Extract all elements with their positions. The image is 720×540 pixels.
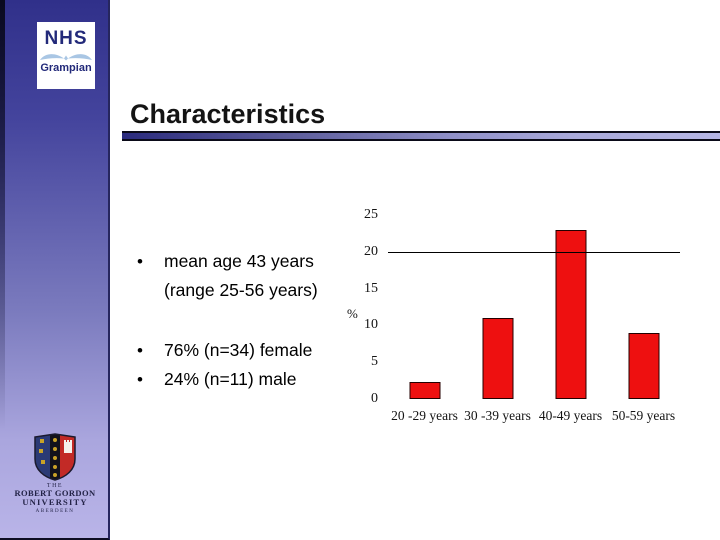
x-axis-label: 30 -39 years	[464, 408, 531, 423]
nhs-region-text: Grampian	[40, 62, 92, 74]
bar-slot	[607, 215, 680, 399]
title-underline-rule	[122, 131, 720, 141]
nhs-grampian-logo: NHS Grampian	[37, 22, 95, 89]
y-axis-label: %	[347, 306, 358, 321]
rgu-name-text: ROBERT GORDON	[14, 488, 96, 498]
reference-gridline	[388, 252, 680, 253]
bullet-list: • mean age 43 years (range 25-56 years) • 76…	[137, 247, 362, 394]
y-axis-tick: 15	[364, 280, 378, 296]
bar	[555, 230, 586, 399]
bar-slot	[461, 215, 534, 399]
bullet-line: 24% (n=11) male	[164, 369, 297, 389]
sidebar-decoration: NHS Grampian	[0, 0, 110, 540]
bar-slot	[388, 215, 461, 399]
bullet-item: • 76% (n=34) female	[137, 336, 362, 365]
bullet-line: (range 25-56 years)	[164, 280, 318, 300]
rgu-university-text: UNIVERSITY	[22, 497, 88, 507]
chart-plot-area	[388, 215, 680, 399]
bar	[409, 382, 440, 399]
bullet-item: • mean age 43 years (range 25-56 years)	[137, 247, 362, 305]
bar	[628, 333, 659, 399]
y-axis-tick: 25	[364, 207, 378, 222]
x-axis-label: 50-59 years	[611, 408, 676, 423]
bullet-dot: •	[137, 341, 143, 360]
y-axis-tick: 5	[371, 354, 378, 370]
y-axis-tick: 10	[364, 317, 378, 333]
nhs-swoosh-icon	[40, 54, 92, 61]
nhs-logo-text: NHS	[44, 28, 88, 49]
bullet-item: • 24% (n=11) male	[137, 365, 362, 394]
y-axis-tick: 0	[371, 391, 378, 406]
sidebar-edge-shadow	[0, 0, 5, 430]
x-axis-label: 40-49 years	[538, 408, 603, 423]
page-title: Characteristics	[130, 99, 326, 129]
rgu-city-text: ABERDEEN	[35, 509, 75, 514]
y-axis-tick: 20	[364, 243, 378, 259]
rgu-the-text: THE	[46, 483, 64, 489]
bar	[482, 318, 513, 399]
rgu-crest-icon	[34, 433, 76, 481]
bar-slots	[388, 215, 680, 399]
bar-chart: % 20 -29 years 30 -39 years 40-49 years 50-…	[345, 205, 705, 440]
bullet-line: 76% (n=34) female	[164, 340, 313, 360]
x-axis-labels: 20 -29 years 30 -39 years 40-49 years 50-59…	[388, 408, 680, 424]
rgu-logo: THE ROBERT GORDON UNIVERSITY ABERDEEN	[0, 433, 110, 514]
bullet-dot: •	[137, 370, 143, 389]
bullet-line: mean age 43 years	[164, 251, 314, 271]
bar-slot	[534, 215, 607, 399]
bullet-dot: •	[137, 252, 143, 271]
x-axis-label: 20 -29 years	[391, 408, 458, 423]
